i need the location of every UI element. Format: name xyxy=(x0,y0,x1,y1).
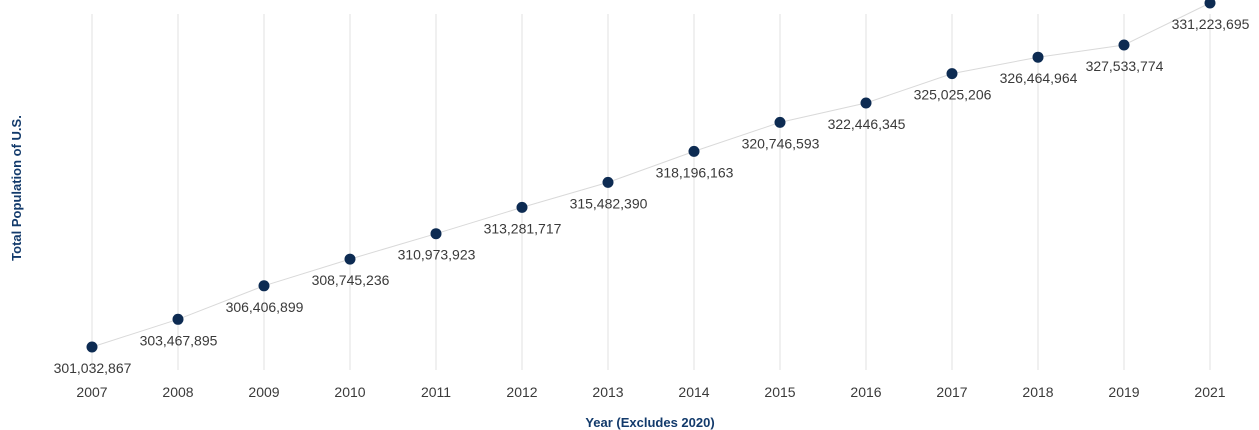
data-point-2010[interactable] xyxy=(344,253,356,265)
data-point-2014[interactable] xyxy=(688,145,700,157)
data-label-2018: 326,464,964 xyxy=(1000,70,1078,86)
data-point-2018[interactable] xyxy=(1032,51,1044,63)
data-label-2021: 331,223,695 xyxy=(1172,16,1250,32)
data-point-2015[interactable] xyxy=(774,116,786,128)
data-label-2011: 310,973,923 xyxy=(398,247,476,263)
data-points xyxy=(86,0,1216,353)
data-label-2017: 325,025,206 xyxy=(914,87,992,103)
series-line xyxy=(91,2,1211,348)
x-tick-2013: 2013 xyxy=(592,384,623,400)
data-label-2013: 315,482,390 xyxy=(570,195,648,211)
x-tick-2014: 2014 xyxy=(678,384,709,400)
data-point-2008[interactable] xyxy=(172,313,184,325)
data-label-2010: 308,745,236 xyxy=(312,272,390,288)
data-point-2017[interactable] xyxy=(946,68,958,80)
data-point-2021[interactable] xyxy=(1204,0,1216,9)
data-point-2016[interactable] xyxy=(860,97,872,109)
x-tick-2008: 2008 xyxy=(162,384,193,400)
data-label-2015: 320,746,593 xyxy=(742,135,820,151)
x-tick-2019: 2019 xyxy=(1108,384,1139,400)
x-tick-2018: 2018 xyxy=(1022,384,1053,400)
data-point-2013[interactable] xyxy=(602,176,614,188)
x-tick-2021: 2021 xyxy=(1194,384,1225,400)
data-label-2016: 322,446,345 xyxy=(828,116,906,132)
x-axis-ticks: 2007 2008 2009 2010 2011 2012 2013 2014 2015 2016… xyxy=(76,384,1225,400)
data-labels: 301,032,867 303,467,895 306,406,899 308,745… xyxy=(54,16,1250,376)
data-label-2014: 318,196,163 xyxy=(656,164,734,180)
data-label-2007: 301,032,867 xyxy=(54,360,132,376)
x-tick-2011: 2011 xyxy=(421,384,451,400)
data-point-2009[interactable] xyxy=(258,280,270,292)
x-axis-title: Year (Excludes 2020) xyxy=(585,415,714,430)
x-tick-2009: 2009 xyxy=(248,384,279,400)
data-point-2019[interactable] xyxy=(1118,39,1130,51)
grid-lines xyxy=(91,14,1211,370)
x-tick-2017: 2017 xyxy=(936,384,967,400)
data-label-2009: 306,406,899 xyxy=(226,299,304,315)
data-point-2012[interactable] xyxy=(516,201,528,213)
x-tick-2010: 2010 xyxy=(334,384,365,400)
data-label-2008: 303,467,895 xyxy=(140,332,218,348)
data-label-2019: 327,533,774 xyxy=(1086,58,1164,74)
x-tick-2012: 2012 xyxy=(506,384,537,400)
x-tick-2016: 2016 xyxy=(850,384,881,400)
y-axis-title: Total Population of U.S. xyxy=(9,115,24,261)
data-point-2011[interactable] xyxy=(430,228,442,240)
x-tick-2015: 2015 xyxy=(764,384,795,400)
x-tick-2007: 2007 xyxy=(76,384,107,400)
data-point-2007[interactable] xyxy=(86,341,98,353)
data-label-2012: 313,281,717 xyxy=(484,220,562,236)
